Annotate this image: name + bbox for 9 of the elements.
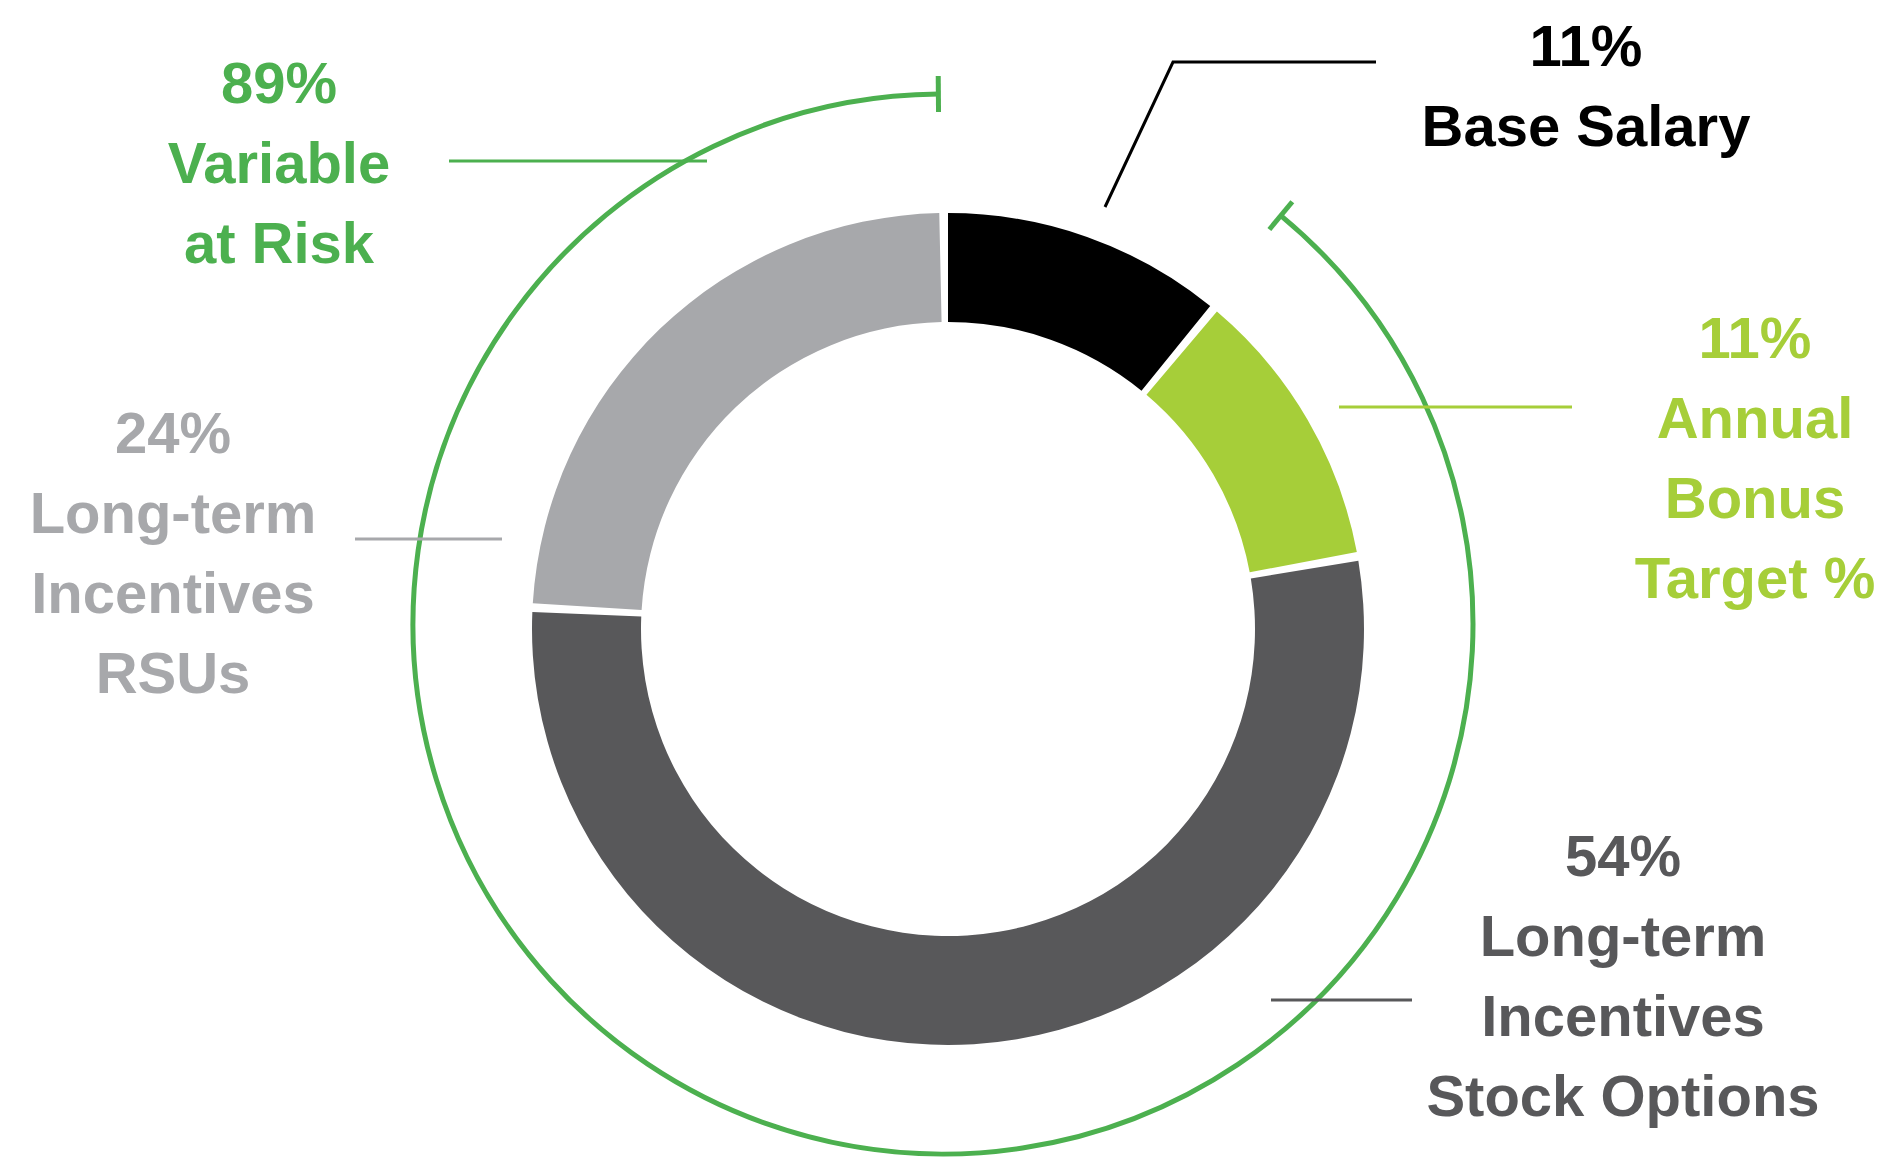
slice-label: Long-term Incentives RSUs — [29, 480, 317, 705]
slice-label: Base Salary — [1421, 93, 1751, 158]
data-label: 11% — [1529, 13, 1643, 78]
text: 89% Variable at Risk — [167, 50, 391, 275]
data-label: 11% — [1698, 305, 1812, 370]
slice-label: Annual Bonus Target % — [1634, 385, 1876, 610]
data-label: 24% — [114, 400, 232, 465]
data-label: 54% — [1564, 823, 1682, 888]
slice-label: Long-term Incentives Stock Options — [1426, 903, 1820, 1128]
